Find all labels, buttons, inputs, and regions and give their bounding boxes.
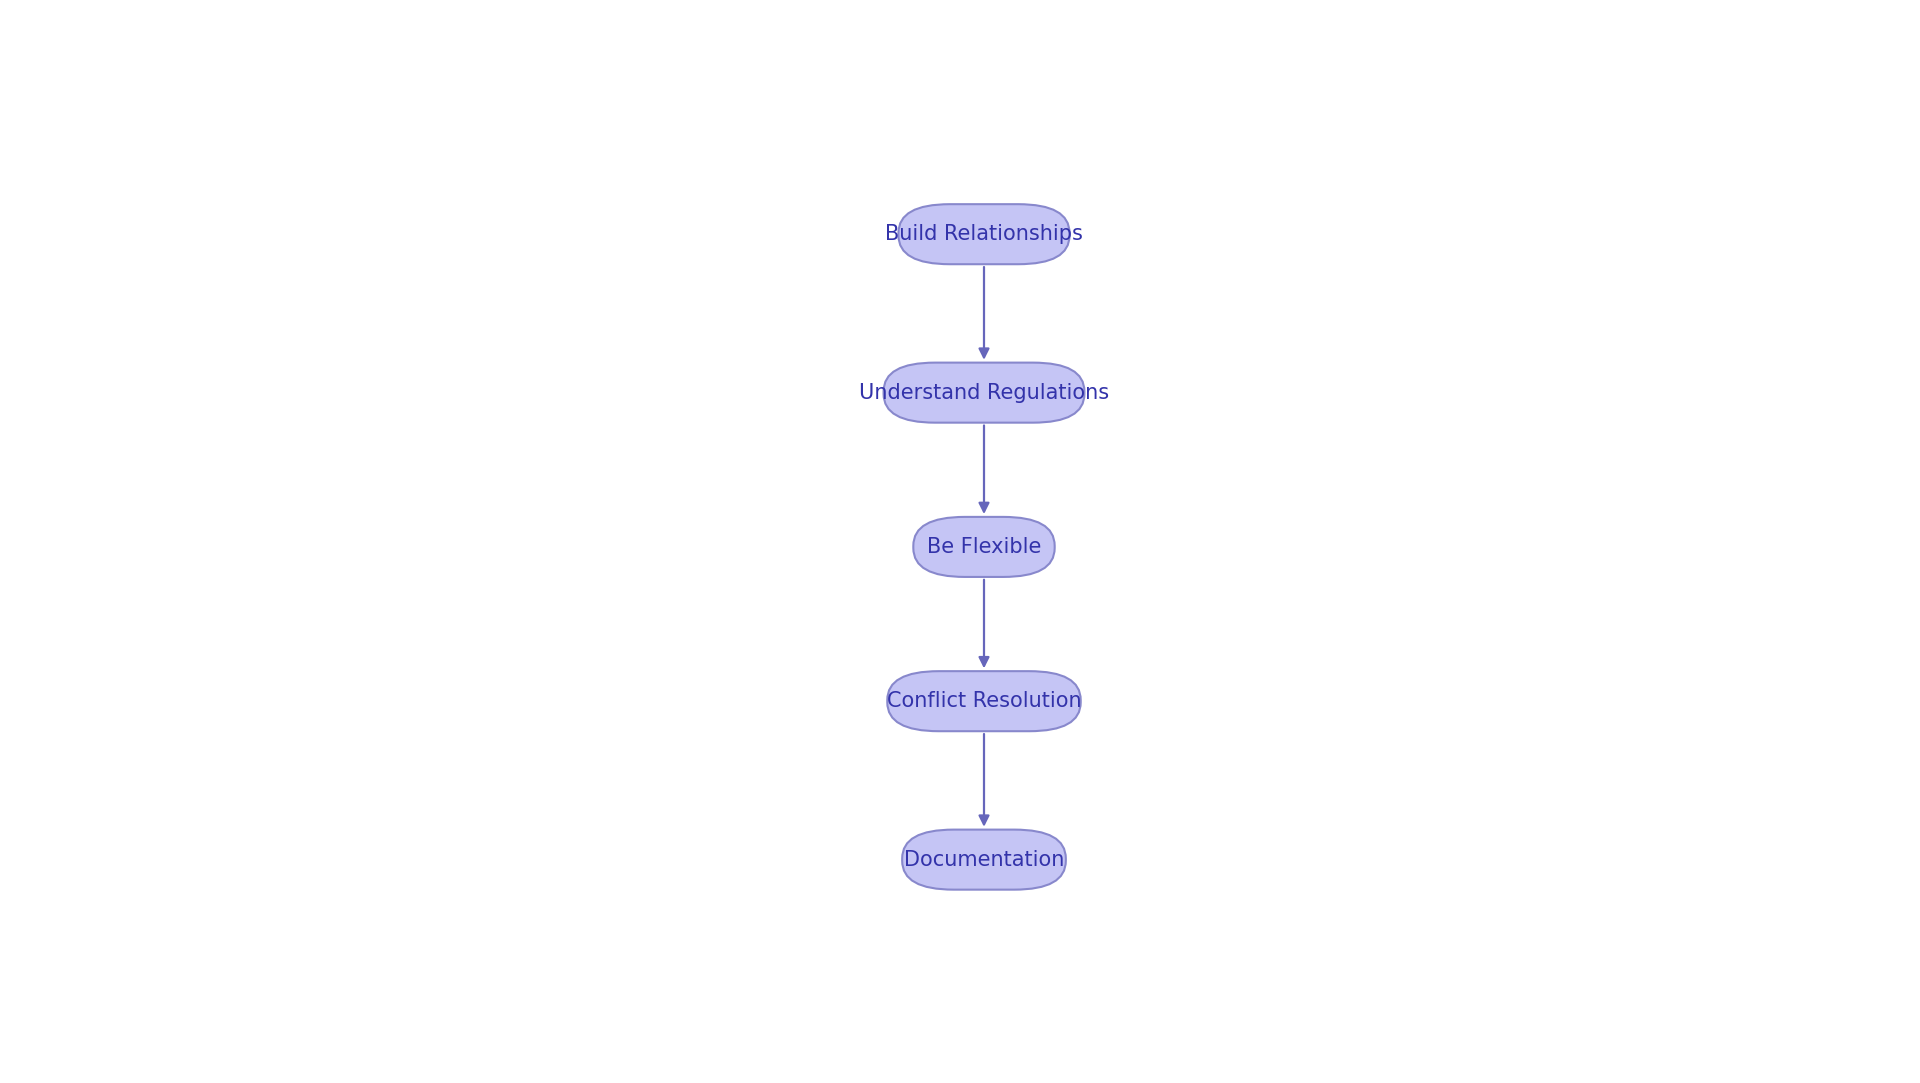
Text: Conflict Resolution: Conflict Resolution xyxy=(887,691,1081,712)
Text: Understand Regulations: Understand Regulations xyxy=(858,382,1110,403)
FancyBboxPatch shape xyxy=(899,205,1069,264)
FancyBboxPatch shape xyxy=(887,671,1081,731)
Text: Documentation: Documentation xyxy=(904,850,1064,870)
FancyBboxPatch shape xyxy=(883,363,1085,422)
Text: Build Relationships: Build Relationships xyxy=(885,224,1083,244)
Text: Be Flexible: Be Flexible xyxy=(927,537,1041,557)
FancyBboxPatch shape xyxy=(914,517,1054,577)
FancyBboxPatch shape xyxy=(902,830,1066,889)
